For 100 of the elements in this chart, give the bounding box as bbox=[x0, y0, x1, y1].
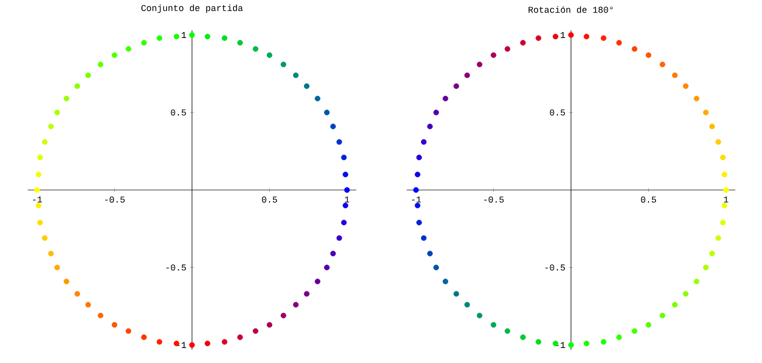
point bbox=[85, 302, 91, 308]
point bbox=[464, 302, 470, 308]
point bbox=[74, 291, 80, 297]
point bbox=[304, 83, 310, 89]
point bbox=[703, 110, 709, 116]
x-tick-label: -0.5 bbox=[484, 196, 504, 203]
point bbox=[520, 40, 526, 46]
point bbox=[330, 124, 336, 130]
y-tick-label: 0.5 bbox=[550, 109, 565, 116]
x-tick-label: -0.5 bbox=[105, 196, 125, 203]
point bbox=[189, 32, 195, 38]
y-tick-label: -0.5 bbox=[545, 264, 565, 271]
point bbox=[74, 83, 80, 89]
y-tick-label: 0.5 bbox=[170, 109, 186, 116]
point bbox=[414, 202, 420, 208]
point bbox=[156, 339, 162, 345]
point bbox=[42, 139, 48, 145]
point bbox=[682, 291, 689, 297]
y-tick-label: 1 bbox=[560, 32, 566, 38]
point bbox=[616, 334, 622, 340]
point bbox=[709, 124, 715, 130]
point bbox=[54, 110, 60, 116]
point bbox=[476, 312, 482, 318]
point bbox=[112, 322, 118, 328]
point bbox=[34, 187, 40, 193]
point bbox=[336, 235, 342, 241]
point bbox=[64, 96, 70, 102]
point bbox=[126, 46, 132, 52]
point bbox=[342, 202, 348, 208]
point bbox=[722, 202, 728, 208]
point bbox=[324, 264, 330, 270]
point bbox=[632, 328, 638, 334]
point bbox=[600, 339, 606, 345]
point bbox=[85, 72, 91, 78]
point bbox=[330, 250, 336, 256]
point bbox=[189, 342, 195, 348]
point bbox=[584, 34, 590, 40]
point bbox=[280, 312, 286, 318]
x-tick-label: 0.5 bbox=[640, 196, 656, 203]
point bbox=[414, 172, 420, 178]
chart-title: Conjunto de partida bbox=[141, 4, 243, 13]
point bbox=[237, 334, 243, 340]
point bbox=[98, 62, 104, 68]
point bbox=[504, 328, 510, 334]
point bbox=[520, 334, 526, 340]
point bbox=[616, 40, 622, 46]
point bbox=[420, 235, 427, 241]
point bbox=[126, 328, 132, 334]
point bbox=[694, 96, 700, 102]
point bbox=[413, 187, 419, 193]
point bbox=[222, 35, 228, 41]
point bbox=[344, 187, 350, 193]
point bbox=[64, 278, 70, 284]
point bbox=[341, 154, 347, 160]
point bbox=[584, 340, 590, 346]
point bbox=[37, 154, 43, 160]
point bbox=[672, 72, 678, 78]
point bbox=[454, 291, 460, 297]
point bbox=[476, 62, 482, 68]
point bbox=[442, 278, 448, 284]
point bbox=[204, 340, 210, 346]
y-tick-label: -0.5 bbox=[166, 264, 186, 271]
point bbox=[293, 72, 299, 78]
point bbox=[646, 322, 652, 328]
point bbox=[660, 62, 666, 68]
point bbox=[568, 342, 574, 348]
point bbox=[416, 220, 422, 226]
point bbox=[237, 40, 243, 46]
point bbox=[682, 83, 689, 89]
point bbox=[703, 264, 709, 270]
point bbox=[715, 235, 722, 241]
point bbox=[694, 278, 700, 284]
point bbox=[709, 250, 715, 256]
chart-title: Rotación de 180° bbox=[528, 6, 613, 13]
x-tick-label: -1 bbox=[412, 196, 421, 202]
x-tick-label: -1 bbox=[33, 196, 42, 202]
point bbox=[314, 96, 320, 102]
point bbox=[336, 139, 342, 145]
x-tick-label: 0.5 bbox=[262, 196, 278, 203]
point bbox=[715, 139, 722, 145]
point bbox=[720, 220, 726, 226]
point bbox=[141, 334, 147, 340]
point bbox=[174, 34, 180, 40]
point bbox=[342, 172, 348, 178]
point bbox=[314, 278, 320, 284]
point bbox=[156, 35, 162, 41]
point bbox=[442, 96, 448, 102]
point bbox=[48, 124, 54, 130]
point bbox=[433, 264, 439, 270]
point bbox=[252, 328, 258, 334]
point bbox=[723, 187, 729, 193]
point bbox=[54, 264, 60, 270]
y-tick-label: 1 bbox=[182, 32, 186, 38]
point bbox=[504, 46, 510, 52]
point bbox=[341, 220, 347, 226]
point bbox=[98, 312, 104, 318]
point bbox=[720, 154, 726, 160]
point bbox=[112, 52, 118, 58]
point bbox=[280, 62, 286, 68]
point bbox=[464, 72, 470, 78]
